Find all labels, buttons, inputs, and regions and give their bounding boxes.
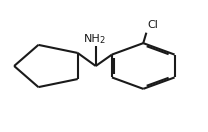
Text: 2: 2: [99, 36, 104, 45]
Text: NH: NH: [84, 34, 100, 44]
Text: Cl: Cl: [147, 20, 158, 30]
